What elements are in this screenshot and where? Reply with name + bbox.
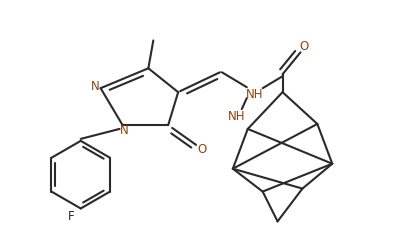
Text: NH: NH [228, 109, 246, 123]
Text: N: N [91, 80, 100, 93]
Text: O: O [197, 143, 206, 156]
Text: N: N [120, 124, 129, 137]
Text: O: O [300, 40, 309, 53]
Text: F: F [67, 210, 74, 223]
Text: NH: NH [246, 88, 263, 101]
